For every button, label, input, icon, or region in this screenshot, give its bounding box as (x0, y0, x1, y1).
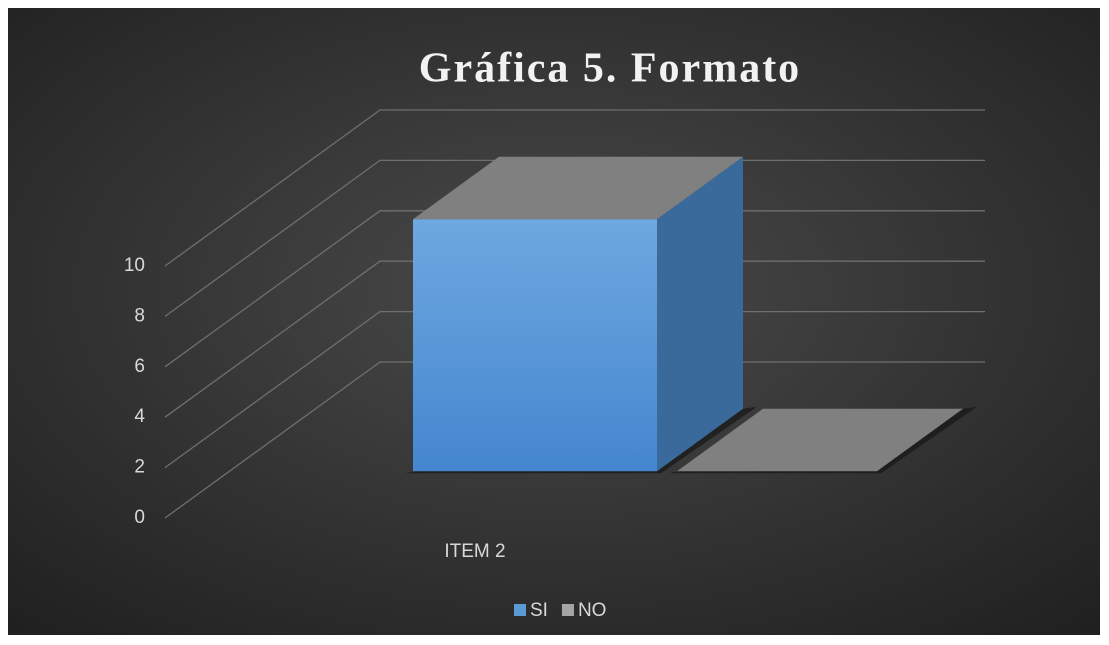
legend-label: SI (530, 600, 548, 621)
bar-top (677, 408, 963, 472)
bar (413, 219, 657, 472)
legend-swatch (514, 604, 526, 616)
chart-title: Gráfica 5. Formato (419, 46, 801, 92)
legend-swatch (561, 604, 574, 616)
x-tick-label: ITEM 2 (444, 541, 505, 562)
legend-label: NO (578, 600, 607, 621)
y-tick-label: 6 (134, 356, 145, 377)
y-tick-label: 0 (134, 507, 145, 528)
grid-line (164, 210, 985, 368)
grid-line (164, 260, 985, 418)
bar-top (413, 156, 743, 220)
grid-line (164, 361, 985, 519)
y-tick-label: 4 (134, 406, 145, 427)
y-tick-label: 8 (134, 305, 145, 326)
grid-line (164, 159, 985, 317)
y-tick-label: 10 (124, 255, 145, 276)
grid-line (164, 109, 985, 267)
grid-line (164, 310, 985, 469)
bar-side (657, 156, 743, 472)
y-tick-label: 2 (134, 457, 145, 478)
